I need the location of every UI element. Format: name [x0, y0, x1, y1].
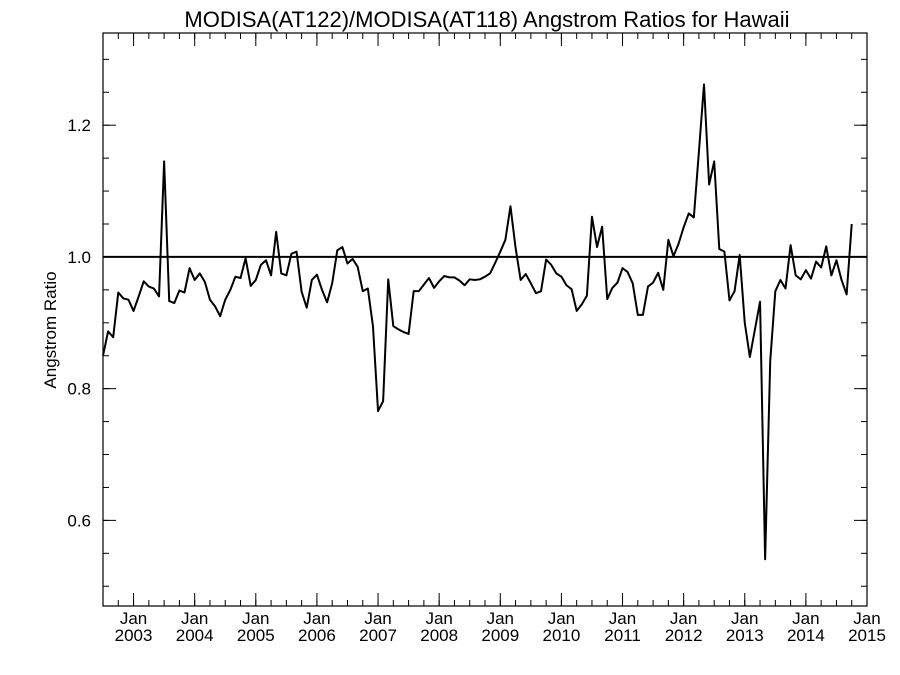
x-tick-month: Jan: [792, 609, 819, 628]
x-tick-month: Jan: [487, 609, 514, 628]
x-tick-month: Jan: [548, 609, 575, 628]
x-tick-month: Jan: [364, 609, 391, 628]
x-tick-month: Jan: [853, 609, 880, 628]
x-tick-year: 2005: [237, 626, 275, 645]
axes: 0.60.81.01.2Jan2003Jan2004Jan2005Jan2006…: [67, 33, 886, 645]
x-tick-month: Jan: [303, 609, 330, 628]
x-tick-month: Jan: [609, 609, 636, 628]
x-tick-year: 2014: [787, 626, 825, 645]
series-layer: [102, 83, 853, 561]
x-tick-year: 2015: [848, 626, 886, 645]
x-tick-year: 2011: [604, 626, 641, 645]
y-axis-label: Angstrom Ratio: [41, 271, 60, 388]
y-tick-label: 0.8: [67, 380, 91, 399]
x-tick-year: 2003: [115, 626, 153, 645]
x-tick-year: 2008: [420, 626, 458, 645]
y-tick-label: 1.0: [67, 248, 91, 267]
x-tick-year: 2004: [176, 626, 214, 645]
x-tick-year: 2009: [481, 626, 519, 645]
x-tick-month: Jan: [120, 609, 147, 628]
x-tick-year: 2006: [298, 626, 336, 645]
x-tick-year: 2010: [542, 626, 580, 645]
series-line: [102, 83, 853, 561]
y-tick-label: 1.2: [67, 116, 91, 135]
x-tick-month: Jan: [242, 609, 269, 628]
x-tick-month: Jan: [731, 609, 758, 628]
x-tick-year: 2013: [726, 626, 764, 645]
x-tick-year: 2012: [665, 626, 703, 645]
plot-frame: [102, 32, 868, 607]
x-tick-month: Jan: [425, 609, 452, 628]
x-tick-month: Jan: [670, 609, 697, 628]
chart-title: MODISA(AT122)/MODISA(AT118) Angstrom Rat…: [184, 7, 789, 32]
x-tick-month: Jan: [181, 609, 208, 628]
x-tick-year: 2007: [359, 626, 397, 645]
y-tick-label: 0.6: [67, 511, 91, 530]
